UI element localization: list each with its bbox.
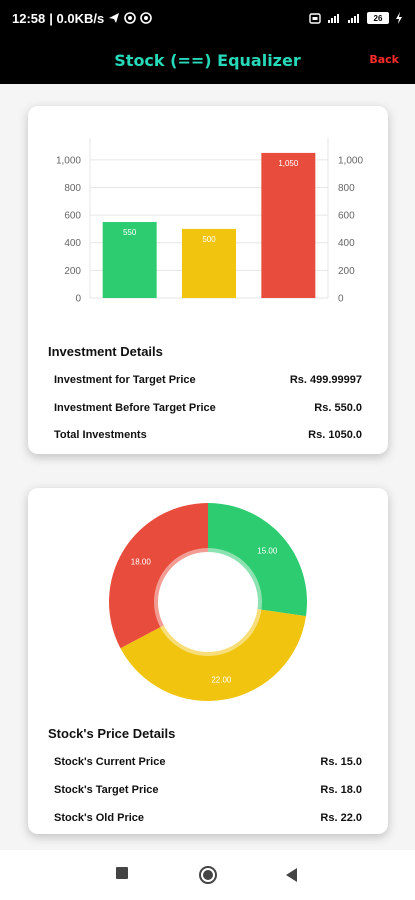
investment-row-value: Rs. 1050.0 — [308, 429, 362, 441]
y-tick-label-right: 0 — [338, 294, 344, 305]
y-tick-label-right: 200 — [338, 266, 355, 277]
y-tick-label-left: 400 — [64, 238, 81, 249]
investment-details-title: Investment Details — [48, 344, 163, 359]
system-nav-bar — [0, 850, 415, 900]
investment-row: Investment Before Target Price Rs. 550.0 — [54, 402, 362, 414]
y-tick-label-left: 600 — [64, 211, 81, 222]
donut-slice[interactable] — [208, 503, 307, 617]
price-row: Stock's Target Price Rs. 18.0 — [54, 784, 362, 796]
bar[interactable] — [261, 152, 316, 298]
battery-icon: 26 — [367, 12, 389, 24]
charging-icon — [395, 12, 403, 24]
investment-row-label: Total Investments — [54, 429, 147, 441]
bar[interactable] — [182, 228, 236, 298]
donut-slice[interactable] — [120, 609, 306, 701]
y-tick-label-left: 0 — [75, 294, 81, 305]
price-row-label: Stock's Target Price — [54, 784, 159, 796]
slice-value-label: 18.00 — [131, 557, 152, 566]
price-row-label: Stock's Old Price — [54, 812, 145, 824]
network-speed: | 0.0KB/s — [49, 10, 105, 26]
investment-row-value: Rs. 550.0 — [314, 402, 362, 414]
price-row-value: Rs. 15.0 — [320, 756, 362, 768]
bar-value-label: 550 — [123, 228, 137, 237]
y-tick-label-left: 800 — [64, 183, 81, 194]
cell-signal-icon — [347, 12, 361, 24]
main-content[interactable]: 0 0 200 200 400 400 600 600 800 800 1,000 1,000 550 5… — [0, 84, 415, 850]
y-tick-label-left: 200 — [64, 266, 81, 277]
investment-card: 0 0 200 200 400 400 600 600 800 800 1,000 1,000 550 5… — [28, 106, 388, 454]
app-title: Stock (==) Equalizer — [114, 50, 301, 70]
investment-bar-chart: 0 0 200 200 400 400 600 600 800 800 1,000 1,000 550 5… — [56, 138, 363, 305]
alarm-icon — [309, 12, 321, 24]
y-tick-label-right: 600 — [338, 211, 355, 222]
price-donut-chart: 15.00 22.00 18.00 — [108, 503, 307, 701]
y-tick-label-right: 1,000 — [338, 155, 363, 166]
notification-icon-2 — [140, 12, 153, 24]
back-button[interactable]: Back — [369, 53, 399, 66]
price-row-value: Rs. 18.0 — [320, 784, 362, 796]
investment-row-label: Investment Before Target Price — [54, 402, 216, 414]
recents-icon[interactable] — [116, 867, 128, 879]
bar-value-label: 1,050 — [278, 159, 299, 168]
donut-inner-ring — [154, 548, 262, 656]
investment-row: Investment for Target Price Rs. 499.9999… — [54, 374, 362, 386]
status-bar: 12:58 | 0.0KB/s 26 — [0, 0, 415, 36]
slice-value-label: 15.00 — [257, 547, 278, 556]
price-row: Stock's Current Price Rs. 15.0 — [54, 756, 362, 768]
investment-row: Total Investments Rs. 1050.0 — [54, 429, 362, 441]
telegram-icon — [108, 12, 120, 24]
status-time: 12:58 — [12, 10, 46, 26]
investment-row-label: Investment for Target Price — [54, 374, 196, 386]
y-tick-label-right: 400 — [338, 238, 355, 249]
bar[interactable] — [102, 222, 157, 298]
wifi-signal-icon — [327, 12, 341, 24]
notification-icon-1 — [124, 12, 137, 24]
price-row: Stock's Old Price Rs. 22.0 — [54, 812, 362, 824]
price-row-label: Stock's Current Price — [54, 756, 166, 768]
y-tick-label-right: 800 — [338, 183, 355, 194]
app-bar: Stock (==) Equalizer Back — [0, 36, 415, 84]
bar-value-label: 500 — [202, 235, 216, 244]
price-card: 15.00 22.00 18.00 Stock's Price Details St… — [28, 488, 388, 834]
investment-row-value: Rs. 499.99997 — [289, 374, 362, 386]
home-icon[interactable] — [199, 866, 217, 884]
price-row-value: Rs. 22.0 — [320, 812, 362, 824]
slice-value-label: 22.00 — [211, 675, 232, 684]
price-details-title: Stock's Price Details — [48, 726, 176, 741]
back-icon[interactable] — [286, 868, 297, 882]
y-tick-label-left: 1,000 — [56, 155, 81, 166]
donut-hole — [162, 556, 254, 648]
donut-slice[interactable] — [108, 503, 208, 649]
